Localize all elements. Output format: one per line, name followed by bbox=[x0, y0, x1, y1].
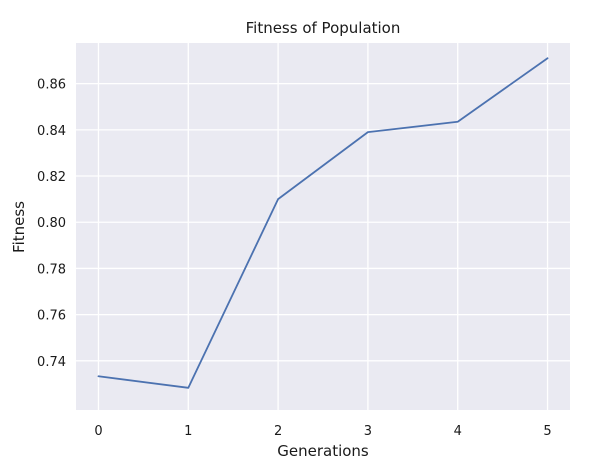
y-axis-label: Fitness bbox=[10, 201, 28, 253]
y-tick-labels: 0.74 0.76 0.78 0.80 0.82 0.84 0.86 bbox=[37, 78, 66, 370]
y-tick-label: 0.82 bbox=[37, 170, 66, 185]
series-group bbox=[97, 57, 549, 389]
y-tick-label: 0.78 bbox=[37, 262, 66, 277]
y-tick-label: 0.76 bbox=[37, 309, 66, 324]
x-tick-label: 4 bbox=[454, 424, 462, 439]
y-grid bbox=[76, 82, 570, 362]
x-tick-labels: 0 1 2 3 4 5 bbox=[94, 424, 551, 439]
fitness-series-line bbox=[97, 57, 549, 389]
x-tick-label: 1 bbox=[184, 424, 192, 439]
plot-area bbox=[76, 43, 570, 410]
x-tick-label: 5 bbox=[543, 424, 551, 439]
y-tick-label: 0.80 bbox=[37, 216, 66, 231]
x-tick-label: 0 bbox=[94, 424, 102, 439]
x-axis-label: Generations bbox=[277, 442, 369, 460]
y-tick-label: 0.84 bbox=[37, 124, 66, 139]
chart-title: Fitness of Population bbox=[246, 19, 401, 37]
x-grid bbox=[97, 43, 549, 410]
x-tick-label: 3 bbox=[364, 424, 372, 439]
y-tick-label: 0.74 bbox=[37, 355, 66, 370]
x-tick-label: 2 bbox=[274, 424, 282, 439]
y-tick-label: 0.86 bbox=[37, 78, 66, 93]
